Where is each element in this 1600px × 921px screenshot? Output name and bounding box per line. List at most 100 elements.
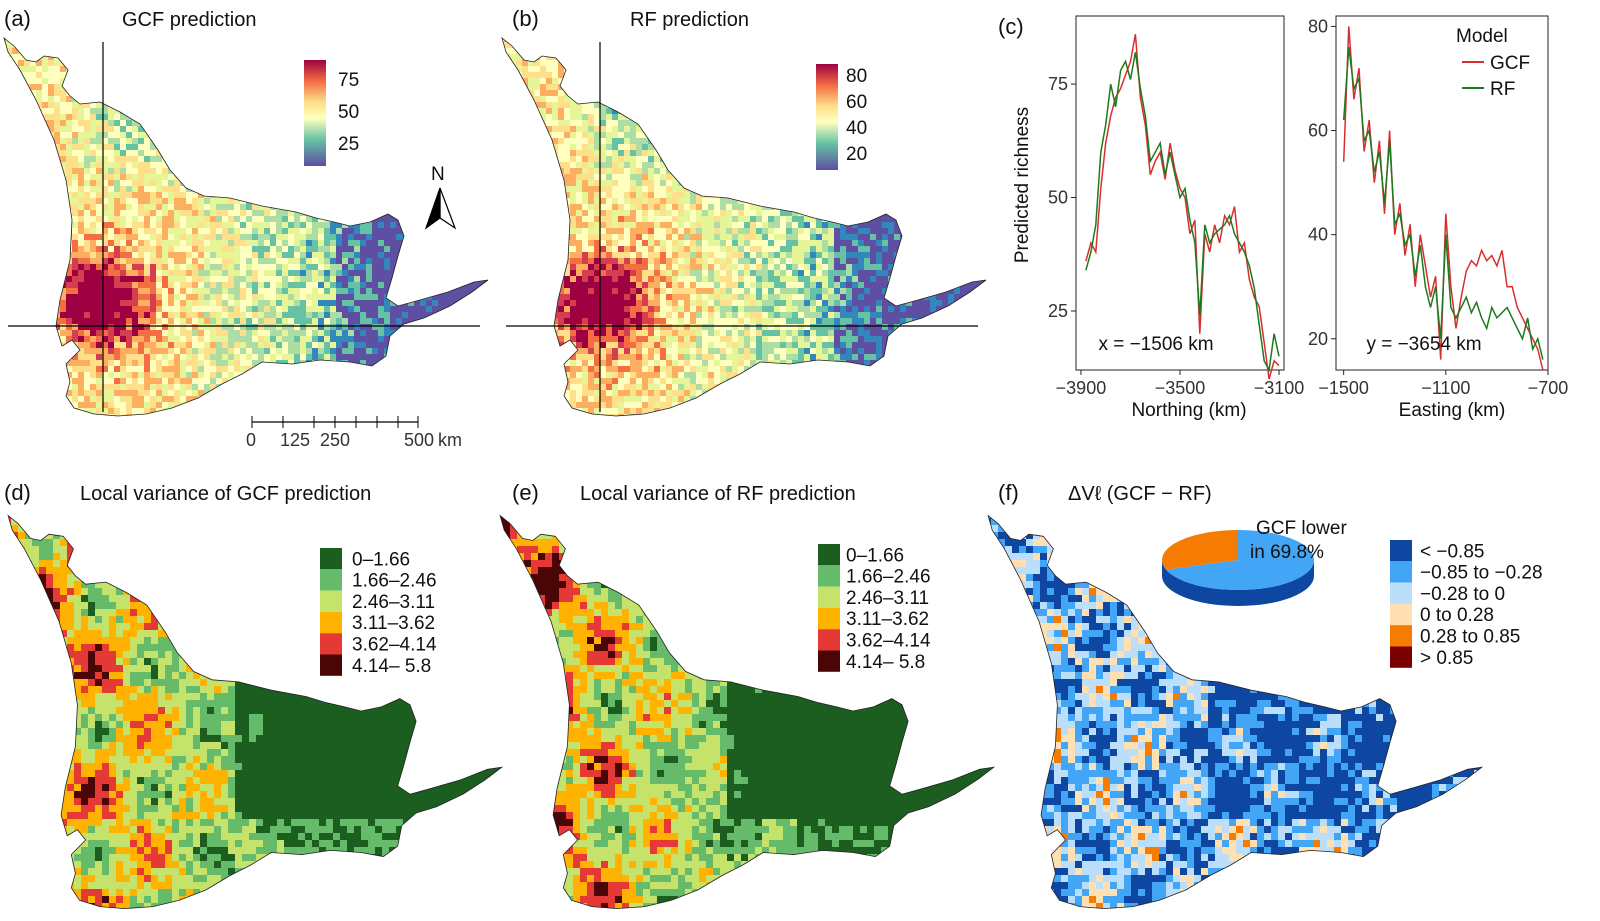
panel-f-title: ΔVℓ (GCF − RF) xyxy=(1068,483,1212,505)
panel-d: (d) Local variance of GCF prediction 0–1… xyxy=(4,480,503,910)
chart-c1-series-rf xyxy=(1085,52,1280,373)
diff-legend-label: 0 to 0.28 xyxy=(1420,605,1494,626)
panel-e-raster xyxy=(500,515,994,909)
diff-legend-label: −0.28 to 0 xyxy=(1420,584,1505,605)
chart-c2-series-rf xyxy=(1342,47,1544,360)
panel-e-title: Local variance of RF prediction xyxy=(580,483,856,505)
chart-c2-xlabel: Easting (km) xyxy=(1399,400,1506,421)
variance-legend-e-swatch xyxy=(818,650,840,672)
scale-bar-tick: 250 xyxy=(320,430,350,450)
chart-legend-title: Model xyxy=(1456,26,1508,47)
chart-c2-ytick: 60 xyxy=(1308,121,1328,141)
diff-legend-label: > 0.85 xyxy=(1420,648,1473,669)
panel-b-legend-tick: 80 xyxy=(846,66,867,87)
panel-a-label: (a) xyxy=(4,6,31,31)
panel-e: (e) Local variance of RF prediction 0–1.… xyxy=(499,480,995,910)
variance-legend-e-label: 4.14– 5.8 xyxy=(846,652,925,673)
variance-legend-d-label: 0–1.66 xyxy=(352,549,410,570)
variance-legend-d-label: 1.66–2.46 xyxy=(352,571,437,592)
chart-c2-xtick: −1100 xyxy=(1421,378,1470,398)
chart-c2-ytick: 40 xyxy=(1308,225,1328,245)
panel-a-title: GCF prediction xyxy=(122,9,257,31)
pie-side xyxy=(1162,560,1314,606)
chart-c2-xtick: −700 xyxy=(1528,378,1569,398)
pie-label-line2: in 69.8% xyxy=(1250,542,1324,563)
panel-a-legend-tick: 25 xyxy=(338,134,359,155)
chart-c1-xtick: −3900 xyxy=(1056,378,1107,398)
diff-legend-swatch xyxy=(1390,625,1412,647)
chart-legend: Model GCF RF xyxy=(1456,26,1530,100)
scale-bar-tick: 0 xyxy=(246,430,256,450)
diff-legend-swatch xyxy=(1390,646,1412,668)
panel-c-label: (c) xyxy=(998,14,1024,39)
chart-c1-xlabel: Northing (km) xyxy=(1131,400,1246,421)
north-arrow: N xyxy=(424,164,457,230)
panel-a-legend-tick: 75 xyxy=(338,70,359,91)
variance-legend-d-swatch xyxy=(320,569,342,591)
variance-legend-e-label: 3.11–3.62 xyxy=(846,609,929,630)
chart-legend-item-rf: RF xyxy=(1490,79,1515,100)
variance-legend-e-label: 1.66–2.46 xyxy=(846,567,931,588)
diff-legend-swatch xyxy=(1390,582,1412,604)
chart-c1-xtick: −3500 xyxy=(1155,378,1206,398)
variance-legend-e-swatch xyxy=(818,544,840,566)
variance-legend-d-swatch xyxy=(320,611,342,634)
panel-a-legend-tick: 50 xyxy=(338,102,359,123)
chart-c1-xtick: −3100 xyxy=(1254,378,1305,398)
diff-legend-label: −0.85 to −0.28 xyxy=(1420,563,1543,584)
chart-legend-item-gcf: GCF xyxy=(1490,53,1530,74)
panel-f-label: (f) xyxy=(998,480,1019,505)
variance-legend-d-swatch xyxy=(320,633,342,655)
panel-e-legend: 0–1.661.66–2.462.46–3.113.11–3.623.62–4.… xyxy=(818,544,931,673)
variance-legend-d-swatch xyxy=(320,548,342,570)
chart-c2-xtick: −1500 xyxy=(1318,378,1369,398)
panel-b-legend-tick: 40 xyxy=(846,118,867,139)
panel-a-raster xyxy=(4,38,488,416)
scale-bar-tick: 125 xyxy=(280,430,310,450)
panel-b-legend-tick: 60 xyxy=(846,92,867,113)
variance-legend-d-swatch xyxy=(320,654,342,676)
scale-bar-tick: 500 xyxy=(404,430,434,450)
panel-b-label: (b) xyxy=(512,6,539,31)
chart-c2: −1500 −1100 −700 20 40 60 80 xyxy=(1308,15,1569,398)
diff-legend-swatch xyxy=(1390,561,1412,583)
chart-c1-annotation: x = −1506 km xyxy=(1098,334,1213,355)
panel-f-pie xyxy=(1161,530,1314,606)
chart-c1-ylabel: Predicted richness xyxy=(1012,107,1033,263)
pie-slice-gcf-higher xyxy=(1161,530,1238,570)
panel-a-colorbar xyxy=(304,60,326,166)
panel-f-legend: < −0.85−0.85 to −0.28−0.28 to 00 to 0.28… xyxy=(1390,540,1543,669)
chart-c1: −3900 −3500 −3100 25 50 75 xyxy=(1048,15,1305,398)
panel-d-label: (d) xyxy=(4,480,31,505)
chart-c2-annotation: y = −3654 km xyxy=(1366,334,1481,355)
diff-legend-swatch xyxy=(1390,540,1412,562)
variance-legend-e-label: 2.46–3.11 xyxy=(846,588,929,609)
panel-c: (c) Predicted richness Northing (km) Eas… xyxy=(998,14,1568,421)
variance-legend-e-label: 3.62–4.14 xyxy=(846,631,931,652)
chart-c1-ytick: 50 xyxy=(1048,188,1068,208)
diff-legend-swatch xyxy=(1390,603,1412,626)
chart-c1-frame xyxy=(1075,15,1285,371)
panel-d-raster xyxy=(8,515,502,909)
variance-legend-d-swatch xyxy=(320,590,342,612)
panel-d-legend: 0–1.661.66–2.462.46–3.113.11–3.623.62–4.… xyxy=(320,548,437,677)
chart-c2-frame xyxy=(1335,15,1549,371)
panel-b-colorbar xyxy=(816,64,838,170)
panel-f: (f) ΔVℓ (GCF − RF) GCF lower in 69.8% < … xyxy=(987,480,1543,910)
chart-c1-ytick: 75 xyxy=(1048,74,1068,94)
panel-d-title: Local variance of GCF prediction xyxy=(80,483,371,505)
chart-c2-ytick: 80 xyxy=(1308,16,1328,36)
panel-e-label: (e) xyxy=(512,480,539,505)
pie-slice-gcf-lower xyxy=(1166,530,1314,590)
panel-b-legend-tick: 20 xyxy=(846,144,867,165)
variance-legend-d-label: 3.62–4.14 xyxy=(352,635,437,656)
north-arrow-label: N xyxy=(431,164,445,185)
pie-label-line1: GCF lower xyxy=(1256,518,1347,539)
scale-bar-unit: km xyxy=(438,430,462,450)
variance-legend-d-label: 3.11–3.62 xyxy=(352,613,435,634)
panel-b-title: RF prediction xyxy=(630,9,749,31)
diff-legend-label: < −0.85 xyxy=(1420,541,1484,562)
variance-legend-e-swatch xyxy=(818,607,840,630)
scale-bar: 0 125 250 500 km xyxy=(246,416,462,450)
